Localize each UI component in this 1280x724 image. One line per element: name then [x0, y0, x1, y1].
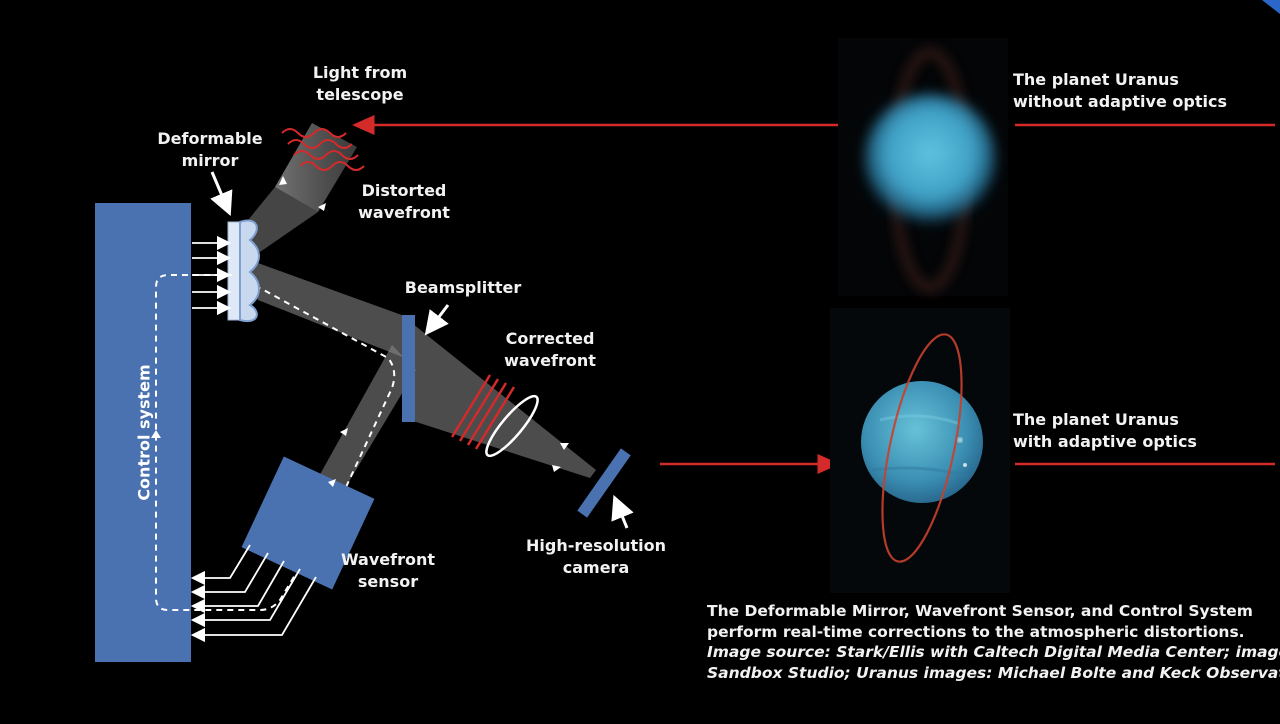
deformable-mirror: [227, 219, 260, 323]
control-to-mirror-arrows: [192, 235, 232, 316]
loop-arrow-up: [151, 430, 161, 438]
red-pointer-arrows: [352, 115, 1275, 474]
uranus-with-label: The planet Uranus with adaptive optics: [1013, 410, 1197, 451]
corrected-wavefront-lines: [450, 374, 516, 450]
control-system-label: Control system: [134, 364, 154, 501]
corner-marker: [1262, 0, 1280, 14]
deformable-mirror-label: Deformable mirror: [157, 129, 263, 170]
caption-line-2: perform real-time corrections to the atm…: [707, 622, 1245, 641]
dashed-feedback-loop: [155, 274, 396, 611]
distorted-wavefront-lines: [281, 128, 365, 171]
corrected-wavefront-label: Corrected wavefront: [504, 329, 596, 370]
lens: [485, 394, 539, 458]
caption-line-1: The Deformable Mirror, Wavefront Sensor,…: [707, 602, 1253, 620]
beam-to-camera: [408, 320, 596, 478]
distorted-wavefront-label: Distorted wavefront: [358, 181, 450, 222]
credit-line-1: Image source: Stark/Ellis with Caltech D…: [707, 643, 1280, 661]
uranus-image-sharp: [830, 308, 1010, 593]
control-system-label-wrap: Control system: [98, 205, 190, 660]
camera: [577, 448, 631, 518]
beam-mirror-to-splitter: [244, 258, 410, 360]
beamsplitter: [402, 315, 415, 422]
label-pointers: [210, 171, 634, 529]
sensor-to-control-arrows: [190, 544, 317, 643]
caption: The Deformable Mirror, Wavefront Sensor,…: [707, 601, 1280, 683]
light-beams: [240, 123, 596, 490]
beam-to-sensor: [318, 345, 416, 490]
camera-label: High-resolution camera: [525, 536, 666, 577]
wavefront-sensor: [241, 456, 375, 590]
light-from-telescope-label: Light from telescope: [312, 63, 408, 104]
credit-line-2: Sandbox Studio; Uranus images: Michael B…: [707, 663, 1280, 682]
uranus-image-blurred: [838, 38, 1008, 296]
control-system-box: [95, 203, 191, 662]
uranus-without-label: The planet Uranus without adaptive optic…: [1013, 70, 1227, 111]
beamsplitter-label: Beamsplitter: [404, 278, 522, 297]
beam-to-mirror: [240, 187, 318, 252]
beam-direction-markers: [279, 176, 569, 487]
wavefront-sensor-label: Wavefront sensor: [340, 550, 436, 591]
